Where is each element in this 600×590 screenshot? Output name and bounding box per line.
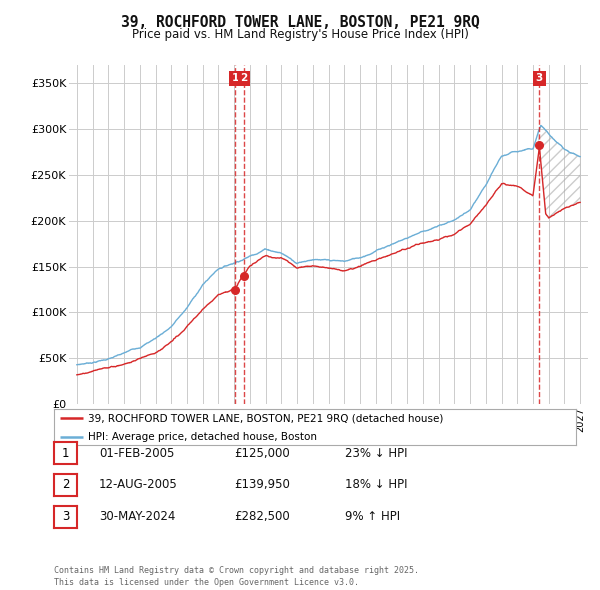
Text: 39, ROCHFORD TOWER LANE, BOSTON, PE21 9RQ (detached house): 39, ROCHFORD TOWER LANE, BOSTON, PE21 9R… — [88, 413, 443, 423]
Text: £282,500: £282,500 — [234, 510, 290, 523]
Text: 2: 2 — [62, 478, 69, 491]
Text: 9% ↑ HPI: 9% ↑ HPI — [345, 510, 400, 523]
Text: 39, ROCHFORD TOWER LANE, BOSTON, PE21 9RQ: 39, ROCHFORD TOWER LANE, BOSTON, PE21 9R… — [121, 15, 479, 30]
Text: 12-AUG-2005: 12-AUG-2005 — [99, 478, 178, 491]
Text: Price paid vs. HM Land Registry's House Price Index (HPI): Price paid vs. HM Land Registry's House … — [131, 28, 469, 41]
Text: 30-MAY-2024: 30-MAY-2024 — [99, 510, 175, 523]
Text: £139,950: £139,950 — [234, 478, 290, 491]
Text: 3: 3 — [62, 510, 69, 523]
Text: 18% ↓ HPI: 18% ↓ HPI — [345, 478, 407, 491]
Text: Contains HM Land Registry data © Crown copyright and database right 2025.
This d: Contains HM Land Registry data © Crown c… — [54, 566, 419, 587]
Text: 1: 1 — [62, 447, 69, 460]
Text: HPI: Average price, detached house, Boston: HPI: Average price, detached house, Bost… — [88, 432, 317, 442]
Text: 2: 2 — [240, 73, 248, 83]
Text: 3: 3 — [536, 73, 543, 83]
Text: £125,000: £125,000 — [234, 447, 290, 460]
Text: 23% ↓ HPI: 23% ↓ HPI — [345, 447, 407, 460]
Text: 1: 1 — [232, 73, 239, 83]
Text: 01-FEB-2005: 01-FEB-2005 — [99, 447, 175, 460]
